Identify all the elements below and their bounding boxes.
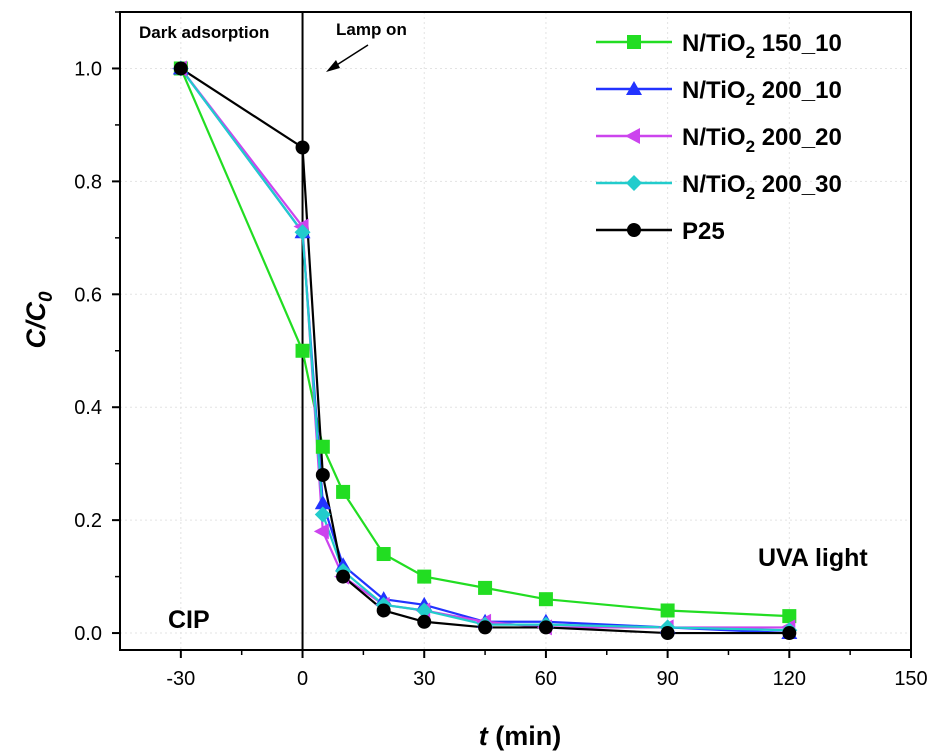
data-point-series-4 bbox=[416, 602, 433, 619]
data-point-series-5 bbox=[336, 569, 351, 584]
annotation-cip: CIP bbox=[168, 606, 210, 634]
data-point-series-1 bbox=[417, 569, 432, 584]
data-point-series-5 bbox=[538, 620, 553, 635]
data-point-series-5 bbox=[417, 614, 432, 629]
legend-marker-3 bbox=[625, 128, 640, 144]
data-point-series-4 bbox=[314, 506, 331, 523]
y-tick-label: 0.4 bbox=[74, 397, 102, 419]
legend-marker-4 bbox=[626, 175, 642, 191]
legend-label-2: N/TiO2 200_10 bbox=[682, 77, 842, 109]
data-point-series-1 bbox=[660, 603, 675, 618]
series-line-3 bbox=[179, 67, 790, 629]
y-tick-label: 0.0 bbox=[74, 623, 102, 645]
legend-label-1: N/TiO2 150_10 bbox=[682, 30, 842, 62]
data-point-series-4 bbox=[294, 224, 311, 241]
data-point-series-3 bbox=[313, 523, 329, 540]
legend-label-4: N/TiO2 200_30 bbox=[682, 171, 842, 203]
data-point-series-1 bbox=[782, 609, 797, 624]
series-line-4 bbox=[179, 67, 790, 632]
series-line-1 bbox=[179, 68, 790, 618]
axes-layer: -30 0 30 60 90 120 150 0.0 0.2 0.4 0.6 0.8 1.0 bbox=[74, 11, 928, 690]
data-point-series-5 bbox=[295, 140, 310, 155]
legend-label-5: P25 bbox=[682, 218, 725, 245]
x-tick-label: 0 bbox=[297, 668, 308, 690]
data-point-series-2 bbox=[314, 495, 331, 510]
annotation-uva-light: UVA light bbox=[758, 544, 868, 572]
data-point-series-5 bbox=[376, 603, 391, 618]
legend-marker-2 bbox=[626, 81, 642, 95]
y-tick-label: 0.2 bbox=[74, 510, 102, 532]
annotation-lamp-on: Lamp on bbox=[336, 20, 407, 39]
lamp-on-arrowhead bbox=[326, 60, 340, 72]
legend-marker-5 bbox=[627, 223, 641, 237]
y-tick-label: 0.8 bbox=[74, 171, 102, 193]
x-tick-label: 90 bbox=[656, 668, 678, 690]
data-point-series-1 bbox=[478, 580, 493, 595]
legend-marker-1 bbox=[627, 35, 641, 49]
data-point-series-1 bbox=[336, 484, 351, 499]
data-point-series-5 bbox=[173, 61, 188, 76]
x-tick-label: 60 bbox=[535, 668, 557, 690]
data-point-series-1 bbox=[376, 547, 391, 562]
x-axis-label: t (min) bbox=[479, 721, 562, 751]
x-tick-label: -30 bbox=[166, 668, 195, 690]
x-tick-label: 120 bbox=[773, 668, 806, 690]
legend-label-3: N/TiO2 200_20 bbox=[682, 124, 842, 156]
data-point-series-1 bbox=[538, 592, 553, 607]
series-line-5 bbox=[180, 67, 790, 635]
data-point-series-1 bbox=[315, 439, 330, 454]
x-tick-label: 150 bbox=[894, 668, 927, 690]
y-tick-label: 0.6 bbox=[74, 284, 102, 306]
x-tick-label: 30 bbox=[413, 668, 435, 690]
series-line-2 bbox=[179, 67, 790, 635]
y-tick-label: 1.0 bbox=[74, 58, 102, 80]
y-axis-label: C/C0 bbox=[21, 291, 57, 349]
annotation-dark-adsorption: Dark adsorption bbox=[139, 23, 269, 42]
data-point-series-1 bbox=[295, 343, 310, 358]
data-point-series-5 bbox=[315, 467, 330, 482]
series-layer bbox=[171, 60, 798, 641]
data-point-series-5 bbox=[660, 626, 675, 641]
data-point-series-5 bbox=[478, 620, 493, 635]
legend: N/TiO2 150_10 N/TiO2 200_10 N/TiO2 200_20 N… bbox=[596, 30, 842, 245]
data-point-series-5 bbox=[782, 626, 797, 641]
plot-frame bbox=[119, 11, 912, 651]
